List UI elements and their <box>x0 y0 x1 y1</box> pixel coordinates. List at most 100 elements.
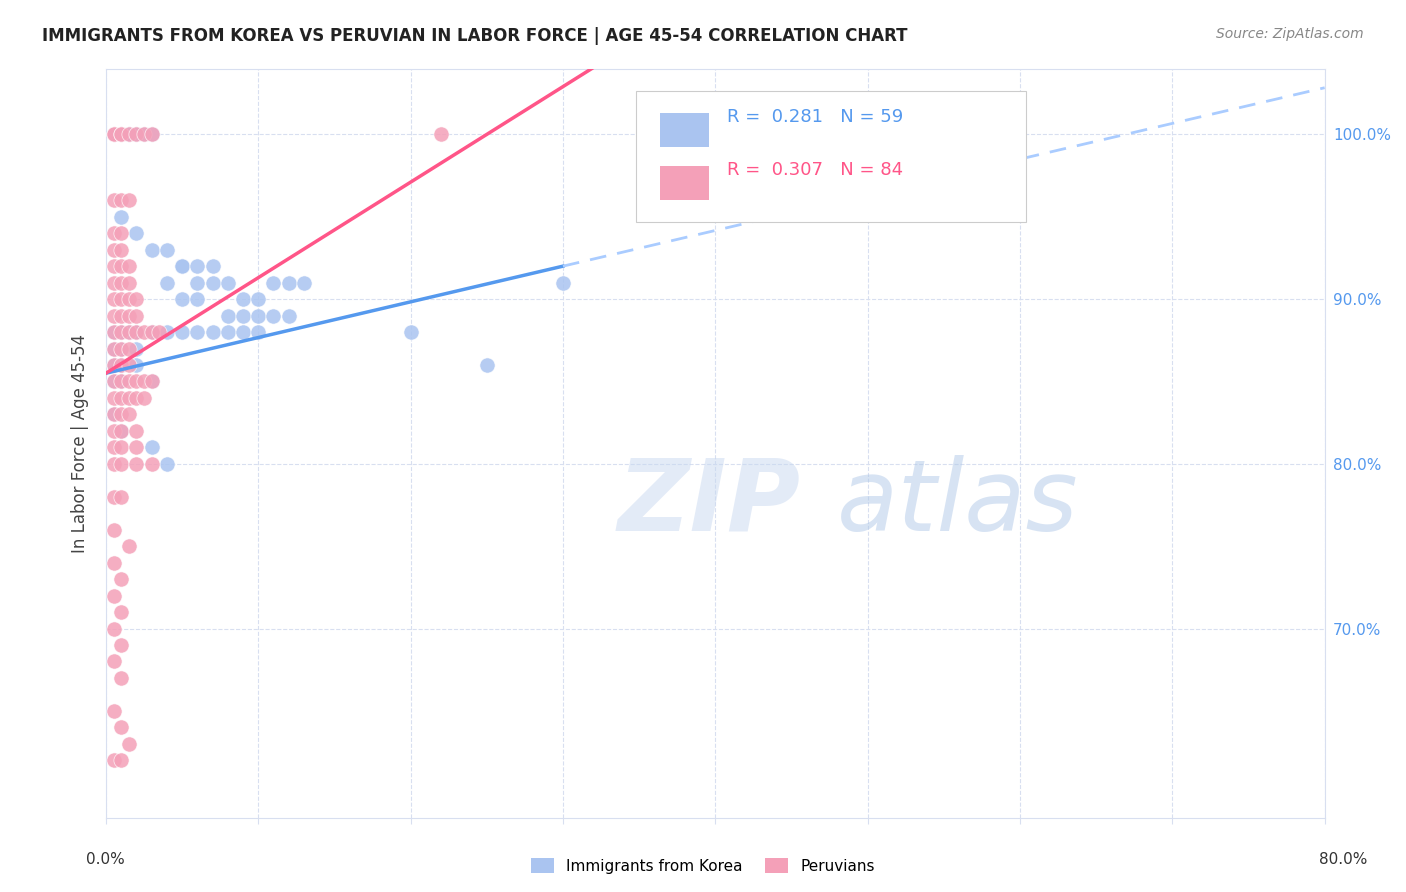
Point <box>125 391 148 405</box>
Point <box>118 391 141 405</box>
Point <box>110 128 132 142</box>
Point <box>125 128 148 142</box>
Point <box>103 441 125 455</box>
Point <box>232 325 254 339</box>
Point <box>132 325 155 339</box>
Point <box>110 276 132 290</box>
Point <box>125 375 148 389</box>
Text: R =  0.281   N = 59: R = 0.281 N = 59 <box>727 108 904 127</box>
Point <box>172 325 194 339</box>
Point <box>247 292 270 306</box>
Point <box>103 753 125 767</box>
Point <box>430 128 453 142</box>
Point <box>103 243 125 257</box>
Point <box>103 276 125 290</box>
Point <box>118 128 141 142</box>
Point <box>232 309 254 323</box>
Point <box>110 605 132 619</box>
Point <box>132 375 155 389</box>
Text: ZIP: ZIP <box>617 455 801 551</box>
Point <box>217 325 239 339</box>
Point <box>141 457 163 471</box>
Point <box>551 276 574 290</box>
Point <box>103 358 125 372</box>
Point <box>156 457 179 471</box>
Point <box>186 325 208 339</box>
Point <box>110 342 132 356</box>
Point <box>118 737 141 751</box>
Point <box>103 292 125 306</box>
Point <box>103 490 125 504</box>
Point <box>125 309 148 323</box>
Point <box>110 424 132 438</box>
Point <box>201 276 224 290</box>
Point <box>103 342 125 356</box>
Point <box>103 128 125 142</box>
Text: 0.0%: 0.0% <box>86 852 125 867</box>
Point <box>141 325 163 339</box>
Point <box>263 309 285 323</box>
Point <box>103 622 125 636</box>
Point <box>103 342 125 356</box>
Legend: Immigrants from Korea, Peruvians: Immigrants from Korea, Peruvians <box>524 852 882 880</box>
Point <box>132 391 155 405</box>
Point <box>103 408 125 422</box>
Point <box>125 292 148 306</box>
Point <box>263 276 285 290</box>
Point <box>103 556 125 570</box>
Point <box>172 259 194 273</box>
Point <box>125 325 148 339</box>
Point <box>118 128 141 142</box>
Point <box>103 309 125 323</box>
Point <box>110 424 132 438</box>
Point <box>110 391 132 405</box>
Point <box>118 259 141 273</box>
Point <box>125 358 148 372</box>
Point <box>103 325 125 339</box>
Point <box>125 424 148 438</box>
Point <box>110 210 132 224</box>
Point <box>118 325 141 339</box>
Point <box>201 259 224 273</box>
Point <box>156 276 179 290</box>
Text: 80.0%: 80.0% <box>1319 852 1367 867</box>
Point <box>110 358 132 372</box>
Point <box>110 342 132 356</box>
Point <box>110 194 132 208</box>
Point <box>110 292 132 306</box>
FancyBboxPatch shape <box>661 166 709 200</box>
Point <box>118 194 141 208</box>
Point <box>186 259 208 273</box>
Point <box>201 325 224 339</box>
Point <box>118 539 141 553</box>
Point <box>125 441 148 455</box>
Point <box>148 325 170 339</box>
Point <box>172 292 194 306</box>
Point <box>141 128 163 142</box>
Point <box>103 408 125 422</box>
Point <box>217 276 239 290</box>
Point <box>118 128 141 142</box>
FancyBboxPatch shape <box>636 91 1026 222</box>
Point <box>118 325 141 339</box>
Point <box>232 292 254 306</box>
Point <box>110 375 132 389</box>
Point <box>141 375 163 389</box>
Point <box>103 194 125 208</box>
Point <box>103 391 125 405</box>
Point <box>103 457 125 471</box>
Point <box>110 375 132 389</box>
Point <box>156 243 179 257</box>
Point <box>118 358 141 372</box>
Point <box>110 325 132 339</box>
Text: IMMIGRANTS FROM KOREA VS PERUVIAN IN LABOR FORCE | AGE 45-54 CORRELATION CHART: IMMIGRANTS FROM KOREA VS PERUVIAN IN LAB… <box>42 27 908 45</box>
Point <box>110 226 132 240</box>
Text: atlas: atlas <box>837 455 1078 551</box>
Point <box>103 589 125 603</box>
Point <box>125 128 148 142</box>
Point <box>110 309 132 323</box>
Point <box>103 704 125 718</box>
Point <box>110 259 132 273</box>
Point <box>110 325 132 339</box>
Point <box>110 408 132 422</box>
